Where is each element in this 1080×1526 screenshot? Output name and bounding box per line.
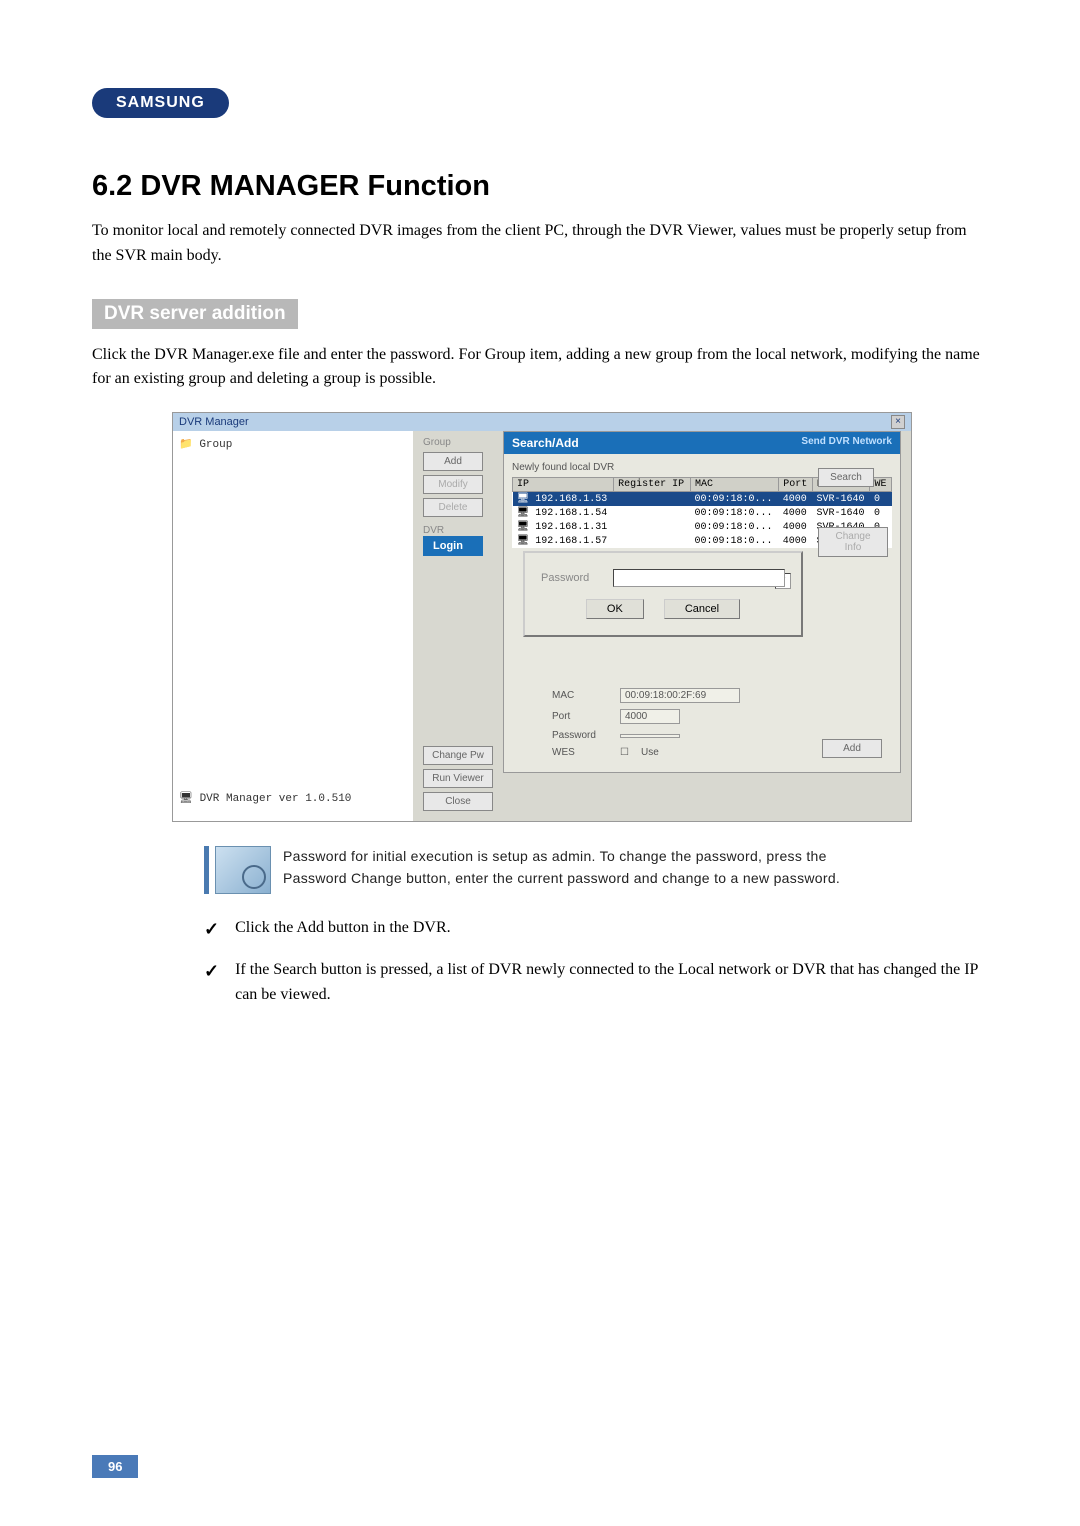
header-right-link[interactable]: Send DVR Network bbox=[801, 436, 892, 450]
login-button[interactable]: Login bbox=[423, 536, 483, 556]
modify-button[interactable]: Modify bbox=[423, 475, 483, 494]
delete-button[interactable]: Delete bbox=[423, 498, 483, 517]
mac-label: MAC bbox=[552, 690, 608, 701]
bullet-list: ✓ Click the Add button in the DVR. ✓ If … bbox=[204, 916, 988, 1007]
port-label: Port bbox=[552, 711, 608, 722]
page-number: 96 bbox=[92, 1455, 138, 1478]
window-title: DVR Manager bbox=[179, 416, 249, 428]
password-value[interactable] bbox=[620, 734, 680, 738]
add-button-bottom[interactable]: Add bbox=[822, 739, 882, 758]
note-text: Password for initial execution is setup … bbox=[283, 846, 876, 894]
table-header[interactable]: IP bbox=[513, 478, 614, 492]
ok-button[interactable]: OK bbox=[586, 599, 644, 619]
tree-panel: 📁 Group 🖥 DVR Manager ver 1.0.510 bbox=[173, 431, 413, 821]
right-panel: Group Add Modify Delete DVR Login Search… bbox=[413, 431, 911, 821]
bullet-2: If the Search button is pressed, a list … bbox=[235, 958, 988, 1008]
window-titlebar: DVR Manager × bbox=[173, 413, 911, 431]
screenshot-figure: DVR Manager × 📁 Group 🖥 DVR Manager ver … bbox=[172, 412, 988, 822]
tree-root[interactable]: 📁 Group bbox=[179, 437, 407, 451]
password-input[interactable] bbox=[613, 569, 785, 587]
check-icon: ✓ bbox=[204, 916, 219, 944]
table-header[interactable]: MAC bbox=[691, 478, 779, 492]
check-icon: ✓ bbox=[204, 958, 219, 1008]
version-label: 🖥 DVR Manager ver 1.0.510 bbox=[179, 791, 407, 805]
subsection-heading: DVR server addition bbox=[92, 299, 298, 329]
note-icon bbox=[215, 846, 271, 894]
mac-value: 00:09:18:00:2F:69 bbox=[620, 688, 740, 703]
wes-checkbox[interactable]: ☐ bbox=[620, 747, 629, 758]
run-viewer-button[interactable]: Run Viewer bbox=[423, 769, 493, 788]
port-value: 4000 bbox=[620, 709, 680, 724]
change-pw-button[interactable]: Change Pw bbox=[423, 746, 493, 765]
password-label: Password bbox=[552, 730, 608, 741]
close-button[interactable]: Close bbox=[423, 792, 493, 811]
note-callout: Password for initial execution is setup … bbox=[204, 846, 876, 894]
search-add-header: Search/Add Send DVR Network bbox=[504, 432, 900, 454]
section-heading: 6.2 DVR MANAGER Function bbox=[92, 170, 988, 203]
change-info-button[interactable]: Change Info bbox=[818, 527, 888, 557]
close-icon[interactable]: × bbox=[891, 415, 905, 429]
intro-paragraph: To monitor local and remotely connected … bbox=[92, 219, 988, 269]
password-field-label: Password bbox=[541, 572, 601, 584]
table-header[interactable]: Port bbox=[779, 478, 813, 492]
bullet-1: Click the Add button in the DVR. bbox=[235, 916, 451, 944]
add-button[interactable]: Add bbox=[423, 452, 483, 471]
samsung-logo: SAMSUNG bbox=[92, 88, 229, 118]
wes-label: WES bbox=[552, 747, 608, 758]
subsection-paragraph: Click the DVR Manager.exe file and enter… bbox=[92, 343, 988, 393]
table-header[interactable]: Register IP bbox=[614, 478, 691, 492]
search-button[interactable]: Search bbox=[818, 468, 874, 487]
cancel-button[interactable]: Cancel bbox=[664, 599, 740, 619]
login-dialog: Password ▾ OK Cancel bbox=[523, 551, 803, 637]
